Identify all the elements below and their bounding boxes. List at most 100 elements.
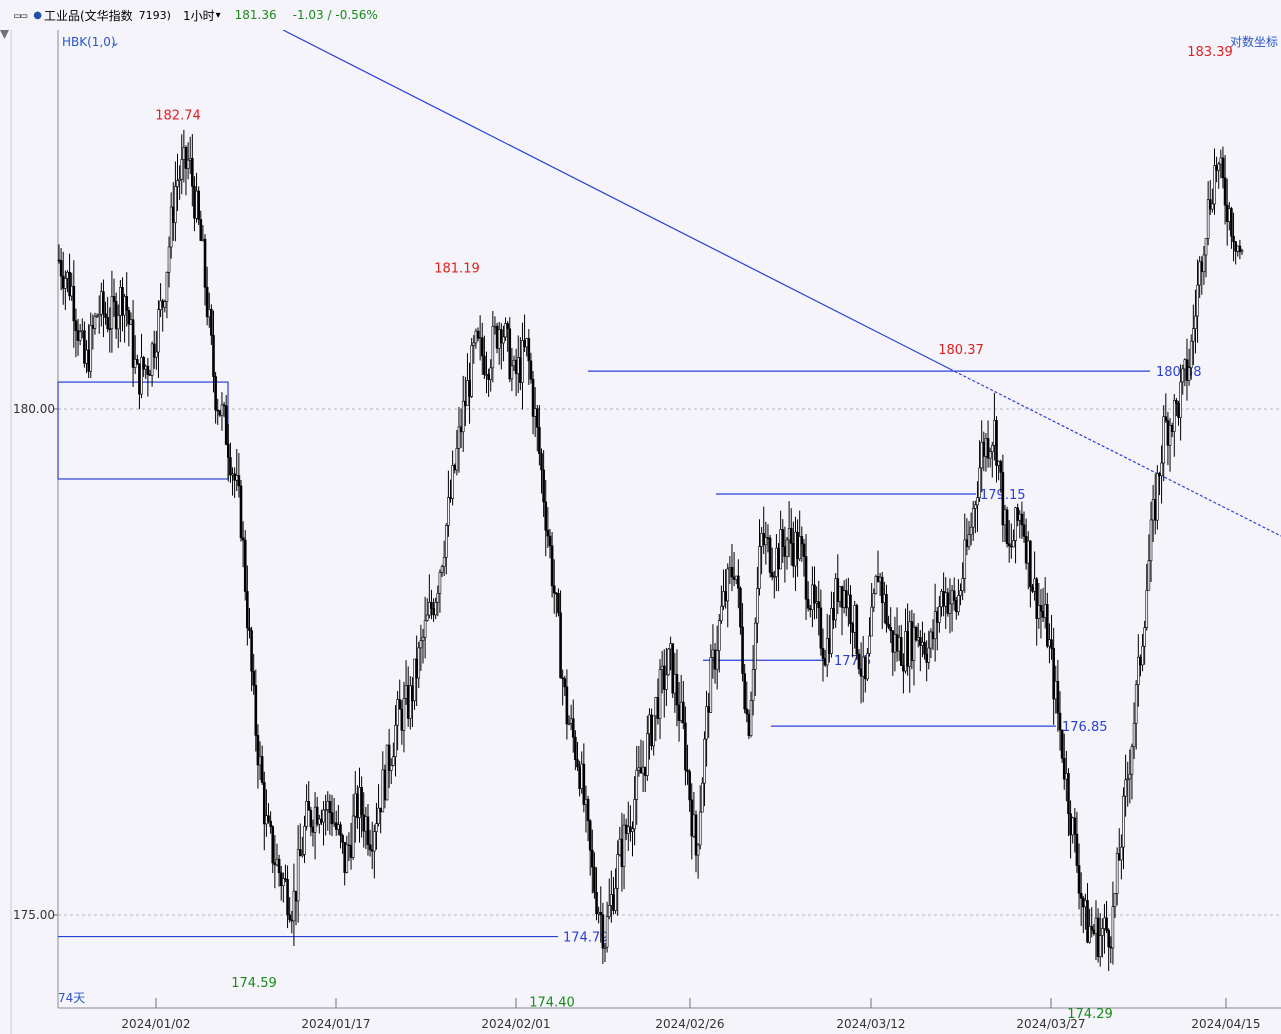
candle-body-384 [870,606,873,637]
candle-body-523 [1164,416,1168,421]
candle-body-545 [1211,203,1214,210]
candle-body-258 [603,946,607,949]
candle-body-100 [269,820,272,827]
candle-body-432 [971,508,975,528]
candle-body-543 [1206,199,1210,239]
candle-body-333 [762,533,766,546]
candle-body-93 [254,685,258,736]
candle-body-263 [614,887,617,911]
candle-body-238 [561,677,564,680]
candle-body-268 [624,824,628,834]
candle-body-507 [1130,746,1134,775]
candle-body-240 [565,686,569,725]
candle-body-81 [229,457,232,476]
candle-body-251 [588,820,592,851]
candle-body-77 [220,404,224,416]
candle-body-182 [442,556,446,567]
candle-body-529 [1177,402,1180,418]
candle-body-378 [857,653,861,670]
candle-body-87 [241,537,245,541]
candle-body-236 [557,593,560,614]
candle-body-98 [265,815,268,825]
candle-body-508 [1132,722,1136,748]
timeframe-selector[interactable]: 1小时 [182,8,215,23]
x-tick-label-1: 2024/01/17 [301,1017,370,1031]
indicator-label[interactable]: HBK(1,0) [62,35,116,49]
candle-body-101 [271,826,275,864]
candle-body-551 [1223,177,1227,206]
y-tick-label-1: 180.00 [13,402,55,416]
candle-body-115 [301,854,304,857]
candle-body-410 [925,653,928,663]
candle-body-512 [1141,645,1144,666]
candle-body-443 [995,420,998,466]
candle-body-452 [1014,507,1017,541]
indicator-chevron-icon[interactable]: ⌄ [110,35,120,49]
candle-body-226 [535,408,539,428]
candle-body-175 [428,601,431,616]
chevron-down-icon[interactable]: ▾ [215,9,221,21]
trendline[interactable] [282,30,1281,537]
candle-body-112 [294,890,298,902]
candle-body-547 [1215,165,1218,171]
candle-body-290 [671,643,675,694]
candle-body-216 [514,359,518,375]
candle-body-163 [402,698,406,731]
candle-body-388 [878,576,882,583]
window-restore-icon[interactable]: ▭▭ [14,8,28,22]
chart-toolbar: ▭▭ ● 工业品(文华指数 7193) 1小时 ▾ 181.36 -1.03 /… [0,0,1281,31]
candle-body-310 [713,649,717,670]
candle-body-183 [444,525,448,558]
candle-body-318 [730,566,734,578]
candle-body-260 [607,905,611,917]
collapse-arrow-icon[interactable] [0,30,9,39]
candle-body-376 [853,605,857,633]
candlestick-chart[interactable]: 175.00 180.00 2024/01/02 2024/01/17 2024/02… [0,30,1281,1034]
candle-body-337 [770,572,774,578]
candle-body-377 [855,605,859,655]
candle-body-468 [1048,639,1051,647]
candle-body-423 [952,590,956,601]
candle-body-510 [1137,656,1140,685]
candle-body-366 [832,608,835,621]
candle-body-99 [267,815,270,822]
candle-body-379 [859,668,863,677]
candle-body-145 [364,816,368,832]
candle-body-86 [239,485,243,539]
candle-body-426 [959,590,962,596]
candle-body-53 [169,206,173,248]
candle-body-171 [419,640,423,649]
candle-body-455 [1020,513,1024,526]
candle-body-50 [163,301,167,308]
candle-body-217 [516,357,520,375]
candle-body-340 [777,547,780,570]
candle-body-192 [464,400,467,407]
candle-body-18 [95,315,99,318]
log-scale-label[interactable]: 对数坐标 [1230,34,1278,49]
candle-body-127 [326,801,330,810]
candle-body-279 [648,714,651,735]
candle-body-389 [880,576,884,604]
candle-body-34 [129,319,133,325]
candle-body-10 [78,331,82,341]
candle-body-177 [432,608,435,616]
candle-body-470 [1052,648,1055,700]
symbol-name[interactable]: 工业品(文华指数 [43,8,133,23]
candle-body-474 [1060,729,1064,759]
candle-body-544 [1208,199,1212,210]
candle-body-393 [889,627,892,631]
candle-body-200 [480,337,484,357]
candle-body-398 [899,637,903,666]
candle-body-409 [923,641,926,655]
candle-body-54 [171,206,175,223]
candle-body-204 [489,367,493,380]
candle-body-235 [555,592,558,595]
candle-body-5 [68,271,71,297]
candle-body-247 [580,763,584,789]
candle-body-147 [368,844,372,851]
candle-body-96 [260,756,264,783]
candle-body-434 [976,497,979,506]
candle-body-218 [519,357,522,383]
candle-body-425 [957,595,960,613]
candle-body-128 [328,801,332,813]
